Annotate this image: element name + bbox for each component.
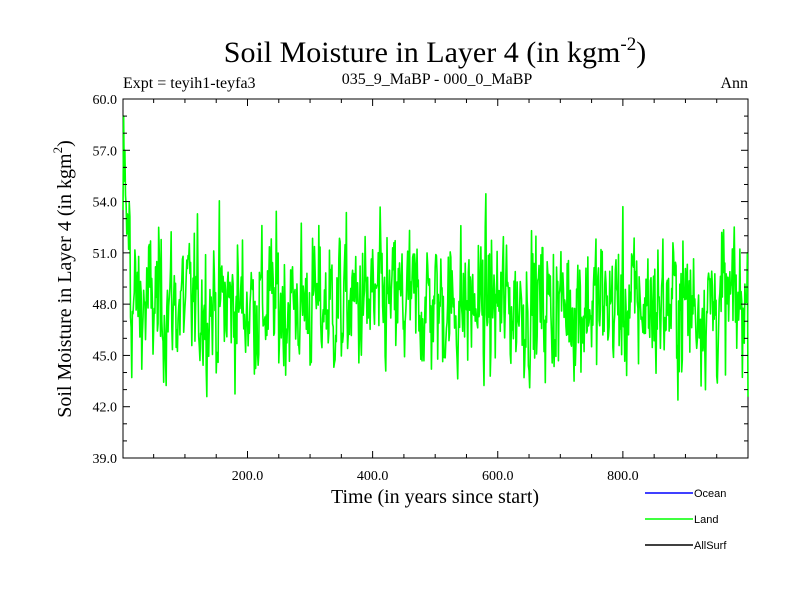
y-tick-label: 51.0 <box>93 247 118 262</box>
chart-title-main: Soil Moisture in Layer 4 (in kgm <box>224 36 621 69</box>
y-axis-label: Soil Moisture in Layer 4 (in kgm2) <box>50 140 76 418</box>
legend-label-ocean: Ocean <box>694 488 726 500</box>
y-tick-label: 60.0 <box>93 93 118 108</box>
y-axis-label-main: Soil Moisture in Layer 4 (in kgm <box>54 153 76 418</box>
y-tick-label: 45.0 <box>93 349 118 364</box>
series-layer <box>122 115 749 401</box>
chart-title-close: ) <box>636 36 646 69</box>
y-axis-label-sup: 2 <box>50 147 65 154</box>
x-axis-label: Time (in years since start) <box>331 486 539 508</box>
series-line-land <box>122 115 749 401</box>
subtitle-right: Ann <box>720 75 748 92</box>
x-tick-label: 600.0 <box>482 469 514 484</box>
subtitle-center: 035_9_MaBP - 000_0_MaBP <box>342 71 533 88</box>
y-tick-label: 48.0 <box>93 298 118 313</box>
chart-title-sup: -2 <box>620 34 636 55</box>
y-tick-label: 57.0 <box>93 144 118 159</box>
x-axis: 200.0 400.0 600.0 800.0 <box>153 99 718 484</box>
x-tick-label: 400.0 <box>357 469 389 484</box>
legend: Ocean Land AllSurf <box>645 488 727 552</box>
y-axis: 39.0 42.0 45.0 48.0 51.0 54.0 57.0 60.0 <box>93 93 748 467</box>
legend-label-land: Land <box>694 514 718 526</box>
y-axis-label-close: ) <box>54 140 76 147</box>
legend-label-allsurf: AllSurf <box>694 540 727 552</box>
x-tick-label: 200.0 <box>232 469 264 484</box>
y-tick-label: 42.0 <box>93 401 118 416</box>
y-tick-label: 39.0 <box>93 452 118 467</box>
y-tick-label: 54.0 <box>93 196 118 211</box>
chart-title: Soil Moisture in Layer 4 (in kgm-2) <box>224 34 646 69</box>
subtitle-left: Expt = teyih1-teyfa3 <box>123 75 256 92</box>
x-tick-label: 800.0 <box>607 469 639 484</box>
